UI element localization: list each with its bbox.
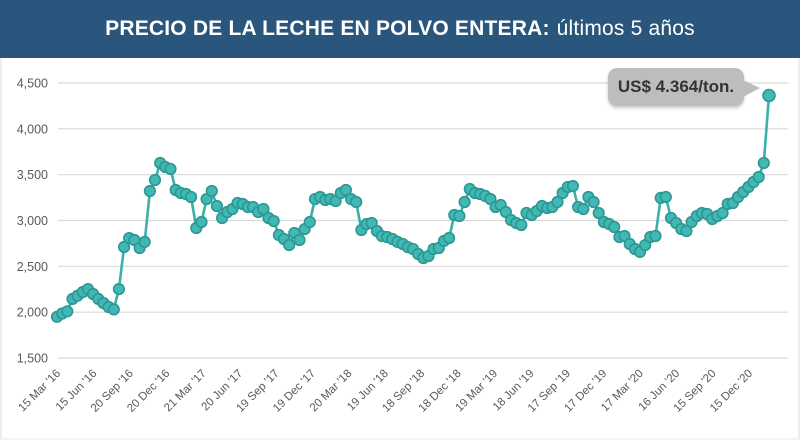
data-point [257,202,270,216]
data-point [205,184,218,198]
data-point [659,190,672,204]
data-point [117,240,131,254]
data-point [195,215,208,229]
price-callout: US$ 4.364/ton. [608,68,760,106]
y-axis-tick-label: 2,000 [17,306,48,320]
data-point [577,202,590,216]
y-axis-tick-label: 1,500 [17,352,48,366]
data-point [143,184,156,198]
data-point [443,231,456,245]
data-point [210,199,223,213]
data-point [293,233,306,247]
data-point [138,235,151,248]
chart-title-main: PRECIO DE LA LECHE EN POLVO ENTERA: [105,17,550,40]
data-point [350,195,363,209]
data-point [515,218,528,232]
data-point [185,190,198,204]
data-point [61,305,74,318]
y-axis-tick-label: 4,000 [17,122,48,136]
title-bar: PRECIO DE LA LECHE EN POLVO ENTERA: últi… [0,0,800,58]
data-point [592,206,605,220]
data-point [283,238,296,252]
data-point [587,195,600,209]
data-point [148,173,162,187]
data-point [267,214,280,228]
data-point [164,162,177,176]
data-point [453,209,466,223]
data-point [680,224,693,238]
data-point [757,156,770,170]
price-callout-label: US$ 4.364/ton. [617,77,735,96]
data-point [566,179,580,193]
chart-title-subtitle: últimos 5 años [556,17,695,40]
data-point [551,195,564,209]
data-point [112,283,125,296]
y-axis-tick-label: 2,500 [17,260,48,274]
data-point [339,183,353,197]
data-point [716,206,729,220]
y-axis-tick-label: 3,500 [17,168,48,182]
data-point [649,229,662,243]
y-axis-tick-label: 3,000 [17,214,48,228]
data-point [458,195,471,209]
data-point [107,303,120,316]
data-point [752,170,765,184]
callout-pointer-icon [743,80,760,97]
y-axis-tick-label: 4,500 [17,77,48,91]
data-point [608,220,621,234]
last-data-point [762,88,776,103]
data-point [303,215,316,229]
price-line-chart: 1,500 2,000 2,500 3,000 3,500 4,000 4,500 15 Ma… [0,58,800,440]
